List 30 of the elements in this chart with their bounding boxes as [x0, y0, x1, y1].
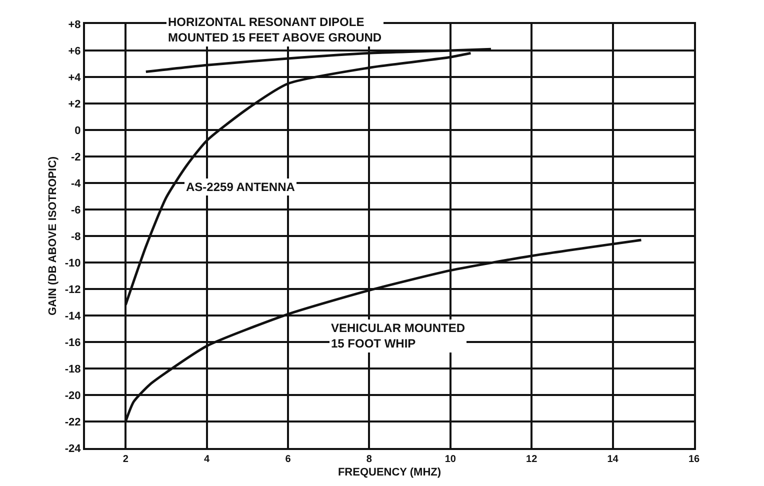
y-tick-label: -20: [64, 390, 81, 402]
y-tick-label: -18: [64, 363, 81, 376]
y-tick-label: -14: [64, 310, 82, 322]
y-tick-label: -6: [71, 204, 81, 216]
series-label: AS-2259 ANTENNA: [186, 180, 296, 194]
x-tick-label: 4: [204, 454, 210, 465]
x-axis-title: FREQUENCY (MHZ): [338, 466, 442, 479]
y-tick-label: +6: [68, 45, 81, 58]
y-tick-label: -16: [64, 336, 81, 349]
x-tick-label: 16: [688, 454, 700, 465]
y-tick-label: +2: [68, 98, 81, 110]
series-label: HORIZONTAL RESONANT DIPOLE MOUNTED 15 FEET ABOVE GROUND: [168, 15, 382, 45]
y-tick-label: +8: [68, 18, 81, 31]
series-label: VEHICULAR MOUNTED 15 FOOT WHIP: [331, 321, 466, 351]
y-tick-label: -8: [71, 230, 81, 243]
y-tick-label: 0: [74, 124, 81, 137]
x-tick-label: 14: [607, 454, 619, 465]
x-tick-label: 8: [366, 454, 372, 465]
y-tick-label: -22: [64, 416, 81, 428]
y-axis-title: GAIN (DB ABOVE ISOTROPIC): [47, 156, 60, 316]
y-tick-label: -4: [71, 178, 82, 190]
y-tick-label: -24: [64, 442, 82, 455]
y-tick-label: +4: [68, 72, 82, 84]
x-tick-label: 12: [526, 454, 538, 465]
x-tick-label: 10: [444, 454, 456, 465]
x-tick-label: 2: [122, 454, 129, 465]
y-tick-label: -12: [64, 284, 81, 296]
y-tick-label: -10: [64, 257, 81, 270]
x-tick-label: 6: [285, 454, 292, 465]
y-tick-label: -2: [71, 151, 81, 164]
